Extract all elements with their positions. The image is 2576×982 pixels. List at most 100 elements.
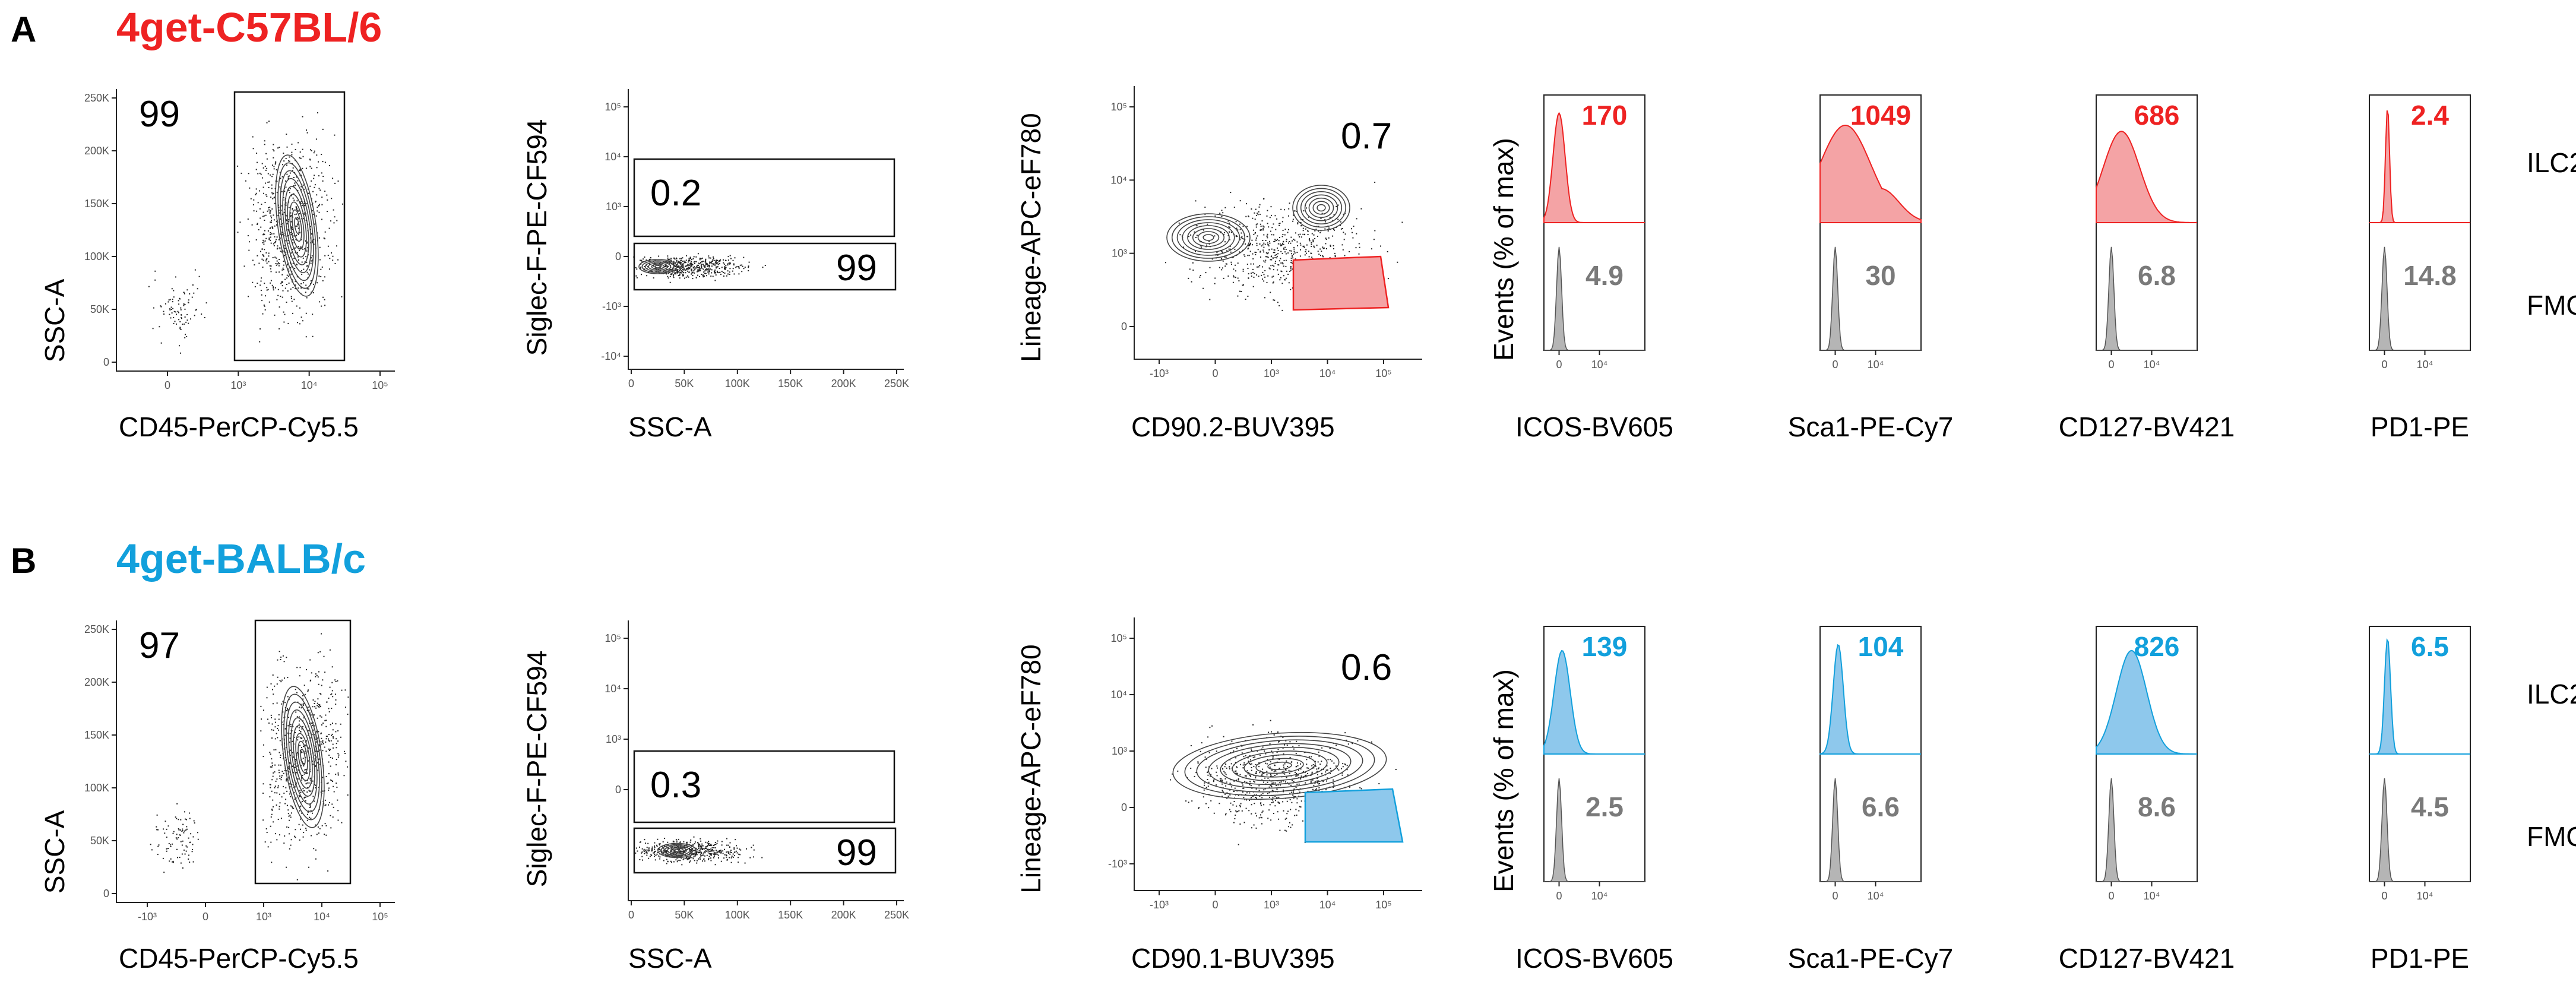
contour-line: [280, 170, 314, 281]
axis-lines: [1134, 86, 1422, 360]
fmo-mfi-value: 4.5: [2411, 791, 2449, 822]
lineage-y-tick-label: 10³: [1112, 745, 1127, 757]
ilc2-histogram: [1819, 644, 1921, 755]
fmo-row-label: FMO: [2527, 290, 2576, 321]
histogram-marker-label: ICOS-BV605: [1515, 411, 1673, 442]
cd45-y-tick-label: 100K: [84, 782, 109, 794]
lineage-x-tick-label: 10⁵: [1375, 899, 1391, 911]
ilc2-histogram: [2369, 110, 2470, 223]
histogram-row: Events (% of max) 0 10⁴ 170 4.9 ICOS-BV605 0 10…: [1488, 94, 2576, 442]
siglec-lower-gate-value: 99: [836, 832, 877, 873]
siglec-y-label: Siglec-F-PE-CF594: [521, 119, 552, 356]
siglec-lower-gate: [633, 242, 897, 291]
lineage-x-tick-label: -10³: [1150, 368, 1169, 379]
lineage-gate-value: 0.7: [1341, 116, 1392, 157]
cd45-x-tick-label: 10⁴: [301, 379, 318, 391]
ilc2-mfi-value: 1049: [1850, 100, 1911, 131]
lineage-x-label: CD90.1-BUV395: [1131, 943, 1335, 974]
panel-b: B 4get-BALB/c 0 50K 100K 150K 200K 250K -10³ 0 10³…: [11, 536, 2576, 974]
axis-lines: [1134, 617, 1422, 891]
panel-a: A 4get-C57BL/6 0 50K 100K 150K 200K 250K 0 10³ 10⁴…: [11, 4, 2576, 442]
cd45-y-tick-label: 250K: [84, 92, 109, 104]
contour-line: [1304, 194, 1338, 221]
siglec-y-tick-label: 10⁵: [605, 632, 621, 644]
contour-line: [654, 265, 662, 268]
siglec-y-tick-label: 10³: [606, 201, 621, 213]
histogram-marker-label: ICOS-BV605: [1515, 943, 1673, 974]
contour-line: [288, 709, 318, 805]
lineage-y-tick-label: 10⁴: [1110, 689, 1127, 701]
lineage-plot: -10³ 0 10³ 10⁴ 10⁵ -10³ 0 10³ 10⁴ 10⁵ 0.6 CD90.1-BU…: [1015, 617, 1422, 974]
contour-line: [1166, 213, 1251, 262]
cd45-x-tick-label: 0: [164, 379, 170, 391]
contour-line: [1308, 197, 1334, 218]
histogram-sca1-pe-cy7: 0 10⁴ 104 6.6 Sca1-PE-Cy7: [1788, 626, 1953, 974]
strain-title: 4get-C57BL/6: [116, 4, 382, 50]
contour-line: [1255, 758, 1304, 774]
lineage-y-tick-label: 10³: [1112, 248, 1127, 259]
histogram-marker-label: CD127-BV421: [2059, 943, 2235, 974]
ilc2-histogram: [2096, 650, 2197, 755]
cd45-gate-value: 97: [139, 625, 180, 666]
siglec-y-tick-label: 10⁵: [605, 101, 621, 113]
cd45-x-label: CD45-PerCP-Cy5.5: [119, 411, 359, 442]
siglec-x-tick-label: 100K: [725, 378, 750, 389]
contour-line: [1192, 228, 1225, 247]
histogram-icos-bv605: 0 10⁴ 170 4.9 ICOS-BV605: [1515, 94, 1673, 442]
panel-letter: A: [11, 9, 36, 49]
lineage-x-tick-label: 0: [1212, 899, 1218, 911]
siglec-x-tick-label: 200K: [831, 909, 856, 921]
siglec-y-tick-label: 10⁴: [605, 683, 621, 695]
hist-x-tick-label: 0: [2108, 890, 2114, 902]
lineage-x-tick-label: 10⁵: [1375, 368, 1391, 379]
cd45-x-tick-label: 10⁴: [314, 911, 330, 923]
axis-lines: [628, 620, 904, 901]
lineage-x-tick-label: 10⁴: [1319, 899, 1336, 911]
contour-line: [641, 260, 675, 273]
hist-x-tick-label: 0: [1832, 359, 1838, 370]
siglec-x-tick-label: 50K: [675, 378, 694, 389]
panel-letter: B: [11, 541, 36, 581]
lineage-x-tick-label: 10³: [1264, 368, 1279, 379]
ilc2-mfi-value: 139: [1582, 631, 1628, 662]
strain-title: 4get-BALB/c: [116, 536, 366, 582]
fmo-mfi-value: 6.8: [2138, 260, 2176, 291]
contour-line: [1187, 225, 1230, 250]
cd45-y-tick-label: 150K: [84, 729, 109, 741]
contour-line: [663, 845, 691, 856]
event-dots: [150, 803, 199, 873]
lineage-negative-gate: [1292, 255, 1390, 311]
cd45-y-tick-label: 150K: [84, 198, 109, 210]
siglec-upper-gate-value: 0.2: [650, 173, 701, 214]
axis-lines: [116, 620, 395, 903]
hist-x-tick-label: 10⁴: [2417, 890, 2433, 902]
ilc2-mfi-value: 104: [1858, 631, 1904, 662]
contour-line: [651, 264, 665, 270]
lineage-x-tick-label: -10³: [1150, 899, 1169, 911]
event-dots: [633, 253, 766, 283]
contour-line: [1171, 216, 1246, 259]
contour-line: [289, 201, 305, 250]
cd45-x-tick-label: 10³: [256, 911, 271, 923]
contour-line: [1176, 219, 1240, 256]
contour-line: [1296, 188, 1346, 228]
hist-x-tick-label: 10⁴: [2144, 359, 2160, 370]
fmo-histogram: [2096, 246, 2197, 351]
cd45-x-tick-label: -10³: [138, 911, 157, 923]
ilc2-mfi-value: 170: [1582, 100, 1628, 131]
siglec-y-tick-label: 0: [615, 784, 621, 796]
cd45-y-label: SSC-A: [39, 278, 70, 362]
cd45-y-tick-label: 250K: [84, 623, 109, 635]
ilc2-mfi-value: 686: [2134, 100, 2180, 131]
lineage-x-tick-label: 10⁴: [1319, 368, 1336, 379]
cd45-x-tick-label: 0: [202, 911, 208, 923]
siglec-upper-gate: [633, 158, 895, 237]
histogram-pd1-pe: 0 10⁴ 6.5 4.5 PD1-PE: [2369, 626, 2471, 974]
event-dots: [237, 112, 343, 343]
contour-line: [1317, 204, 1326, 212]
hist-x-tick-label: 10⁴: [1868, 359, 1884, 370]
hist-x-tick-label: 0: [2381, 359, 2387, 370]
cd45-x-label: CD45-PerCP-Cy5.5: [119, 943, 359, 974]
lineage-y-label: Lineage-APC-eF780: [1015, 113, 1046, 362]
siglec-x-tick-label: 150K: [778, 909, 803, 921]
